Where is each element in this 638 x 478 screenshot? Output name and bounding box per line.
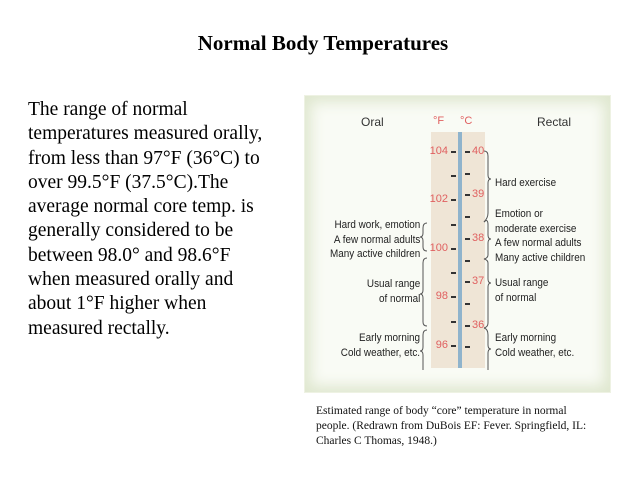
body-line: average normal core temp. is	[28, 196, 254, 218]
body-line: about 1°F higher when	[28, 293, 207, 315]
rectal-note-hard-exercise: Hard exercise	[495, 176, 556, 191]
body-line: temperatures measured orally,	[28, 123, 263, 145]
oral-note-usual: Usual range of normal	[367, 277, 420, 306]
fahrenheit-label: 98	[435, 290, 448, 302]
note-line: Early morning	[358, 332, 420, 344]
celsius-tick	[465, 173, 470, 175]
rectal-header: Rectal	[537, 115, 572, 129]
range-braces	[419, 150, 492, 370]
fahrenheit-tick	[451, 345, 456, 347]
note-line: of normal	[495, 291, 537, 304]
fahrenheit-label: 96	[435, 339, 448, 351]
note-line: Cold weather, etc.	[340, 346, 420, 359]
celsius-header: °C	[460, 115, 473, 127]
fahrenheit-tick	[451, 321, 456, 323]
celsius-label: 38	[472, 232, 485, 244]
fahrenheit-tick	[451, 296, 456, 298]
note-line: Hard exercise	[495, 177, 557, 189]
thermometer-bar	[458, 132, 462, 368]
celsius-label: 39	[472, 188, 485, 200]
body-line: The range of normal	[28, 99, 188, 120]
slide-title: Normal Body Temperatures	[197, 31, 449, 55]
note-line: A few normal adults	[333, 233, 420, 246]
celsius-tick	[465, 303, 470, 305]
figure-caption: Estimated range of body “core” temperatu…	[316, 404, 616, 449]
celsius-tick	[465, 194, 470, 196]
celsius-tick	[465, 216, 470, 218]
body-line: over 99.5°F (37.5°C).The	[28, 171, 229, 193]
fahrenheit-tick	[451, 224, 456, 226]
body-line: from less than 97°F (36°C) to	[28, 147, 260, 169]
rectal-note-usual: Usual range of normal	[495, 276, 548, 305]
fahrenheit-label: 102	[429, 193, 448, 205]
celsius-label: 40	[472, 145, 485, 157]
fahrenheit-tick	[451, 175, 456, 177]
caption-line: Charles C Thomas, 1948.)	[316, 435, 437, 447]
body-paragraph: The range of normal temperatures measure…	[28, 98, 303, 341]
note-line: moderate exercise	[495, 222, 577, 235]
fahrenheit-tick	[451, 199, 456, 201]
oral-note-low: Early morning Cold weather, etc.	[341, 331, 420, 360]
celsius-tick	[465, 346, 470, 348]
fahrenheit-label: 100	[429, 242, 448, 254]
body-line: generally considered to be	[28, 220, 234, 242]
celsius-tick	[465, 260, 470, 262]
note-line: Usual range	[495, 277, 549, 289]
rectal-note-elevated: A few normal adults Many active children	[495, 236, 585, 265]
note-line: Cold weather, etc.	[495, 346, 575, 359]
celsius-label: 37	[472, 275, 485, 287]
oral-header: Oral	[361, 115, 384, 129]
celsius-tick	[465, 238, 470, 240]
celsius-tick	[465, 151, 470, 153]
caption-line: Estimated range of body “core” temperatu…	[316, 405, 567, 417]
celsius-tick	[465, 325, 470, 327]
fahrenheit-tick	[451, 272, 456, 274]
note-line: of normal	[378, 292, 420, 305]
note-line: Hard work, emotion	[334, 219, 420, 231]
fahrenheit-label: 104	[429, 145, 448, 157]
fahrenheit-tick	[451, 151, 456, 153]
body-line: when measured orally and	[28, 269, 234, 291]
fahrenheit-tick	[451, 248, 456, 250]
fahrenheit-header: °F	[433, 115, 445, 127]
celsius-label: 36	[472, 319, 485, 331]
celsius-tick	[465, 281, 470, 283]
note-line: A few normal adults	[495, 237, 582, 249]
body-line: between 98.0° and 98.6°F	[28, 244, 231, 266]
caption-line: people. (Redrawn from DuBois EF: Fever. …	[316, 420, 587, 432]
note-line: Early morning	[495, 332, 557, 344]
note-line: Usual range	[366, 278, 420, 290]
rectal-note-low: Early morning Cold weather, etc.	[495, 331, 574, 360]
rectal-note-emotion: Emotion or moderate exercise	[495, 207, 576, 236]
note-line: Many active children	[495, 251, 586, 264]
oral-note-elevated: Hard work, emotion A few normal adults M…	[330, 218, 420, 262]
body-line: measured rectally.	[28, 317, 170, 339]
temperature-figure: Oral °F °C Rectal 104 102 100 98 96 40 3…	[304, 95, 611, 393]
note-line: Many active children	[329, 248, 420, 260]
note-line: Emotion or	[495, 208, 543, 220]
